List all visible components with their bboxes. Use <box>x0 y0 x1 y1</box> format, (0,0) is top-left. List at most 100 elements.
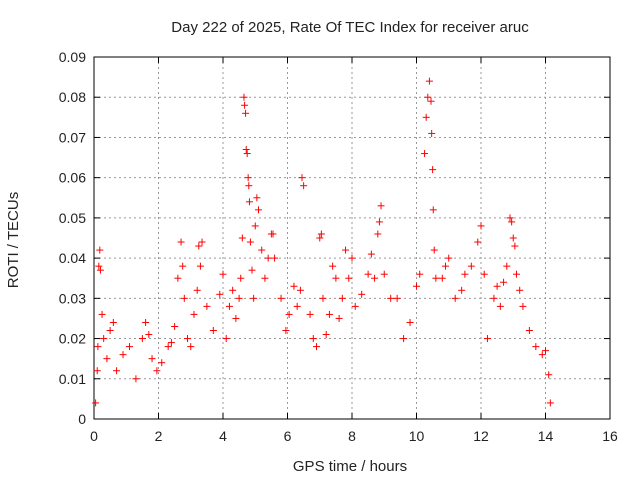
data-point <box>322 331 330 339</box>
data-point <box>177 238 185 246</box>
data-point <box>148 355 156 363</box>
y-tick-label: 0.02 <box>59 331 86 347</box>
axis-ticks: 0 2 4 6 8 10 12 14 16 0 0.01 0.02 0.03 0.04 0.05 0.06 0.… <box>59 49 618 444</box>
data-point <box>222 335 230 343</box>
data-point <box>519 302 527 310</box>
data-point <box>380 270 388 278</box>
data-point <box>237 274 245 282</box>
data-point <box>253 194 261 202</box>
data-point <box>240 93 248 101</box>
data-point <box>542 347 549 355</box>
data-point <box>345 274 353 282</box>
data-point <box>500 278 508 286</box>
data-point <box>242 109 250 117</box>
data-point <box>235 294 243 302</box>
data-point <box>430 246 438 254</box>
data-point <box>264 254 272 262</box>
data-point <box>216 290 224 298</box>
data-point <box>474 238 482 246</box>
x-tick-label: 6 <box>284 428 292 444</box>
data-point <box>153 367 161 375</box>
data-point <box>532 343 540 351</box>
x-axis-label: GPS time / hours <box>293 458 407 475</box>
data-point <box>319 294 327 302</box>
data-point <box>325 310 333 318</box>
data-point <box>103 355 111 363</box>
data-point <box>432 274 440 282</box>
data-point <box>508 218 516 226</box>
data-point <box>225 302 233 310</box>
data-point <box>546 399 554 407</box>
data-point <box>313 343 321 351</box>
data-point <box>538 351 546 359</box>
data-point <box>293 302 301 310</box>
data-point <box>96 266 104 274</box>
data-point <box>332 274 340 282</box>
data-point <box>375 218 383 226</box>
data-point <box>309 335 317 343</box>
data-point <box>290 282 298 290</box>
data-point <box>335 314 343 322</box>
data-point <box>96 246 104 254</box>
data-point <box>425 77 433 85</box>
y-tick-label: 0.08 <box>59 89 86 105</box>
y-tick-label: 0 <box>78 411 86 427</box>
data-point <box>429 206 437 214</box>
data-point <box>348 254 356 262</box>
data-point <box>261 274 269 282</box>
data-point <box>180 294 188 302</box>
x-tick-label: 16 <box>602 428 618 444</box>
data-point <box>358 290 366 298</box>
y-tick-label: 0.06 <box>59 170 86 186</box>
data-point <box>387 294 395 302</box>
data-point <box>174 274 182 282</box>
data-point <box>367 250 375 258</box>
data-point <box>458 286 466 294</box>
data-point <box>245 182 253 190</box>
data-point <box>164 343 172 351</box>
x-tick-label: 4 <box>219 428 227 444</box>
data-point <box>509 234 517 242</box>
data-point <box>424 93 432 101</box>
x-tick-label: 0 <box>90 428 98 444</box>
data-point <box>377 202 385 210</box>
data-point <box>132 375 140 383</box>
data-point <box>428 129 436 137</box>
data-point <box>190 310 198 318</box>
data-point <box>242 146 250 154</box>
data-point <box>95 262 103 270</box>
data-point <box>209 327 217 335</box>
data-point <box>371 274 379 282</box>
data-point <box>171 322 179 330</box>
y-tick-label: 0.09 <box>59 49 86 65</box>
data-point <box>406 318 414 326</box>
data-point <box>93 367 101 375</box>
data-point <box>317 230 325 238</box>
data-point <box>338 294 346 302</box>
data-point <box>438 274 446 282</box>
data-point <box>241 101 249 109</box>
data-point <box>316 234 324 242</box>
data-point <box>245 198 253 206</box>
data-point <box>94 343 102 351</box>
data-point <box>203 302 211 310</box>
data-point <box>364 270 372 278</box>
data-point <box>232 314 240 322</box>
data-point <box>179 262 187 270</box>
data-point <box>516 286 524 294</box>
data-point <box>246 238 254 246</box>
grid <box>94 57 610 419</box>
data-point <box>119 351 127 359</box>
data-point <box>329 262 337 270</box>
data-point <box>251 222 259 230</box>
data-point <box>496 302 504 310</box>
data-point <box>158 359 166 367</box>
y-tick-label: 0.05 <box>59 210 86 226</box>
data-point <box>342 246 350 254</box>
data-point <box>258 246 266 254</box>
data-point <box>106 327 114 335</box>
data-point <box>271 254 279 262</box>
data-point <box>167 339 175 347</box>
data-point <box>243 150 251 158</box>
